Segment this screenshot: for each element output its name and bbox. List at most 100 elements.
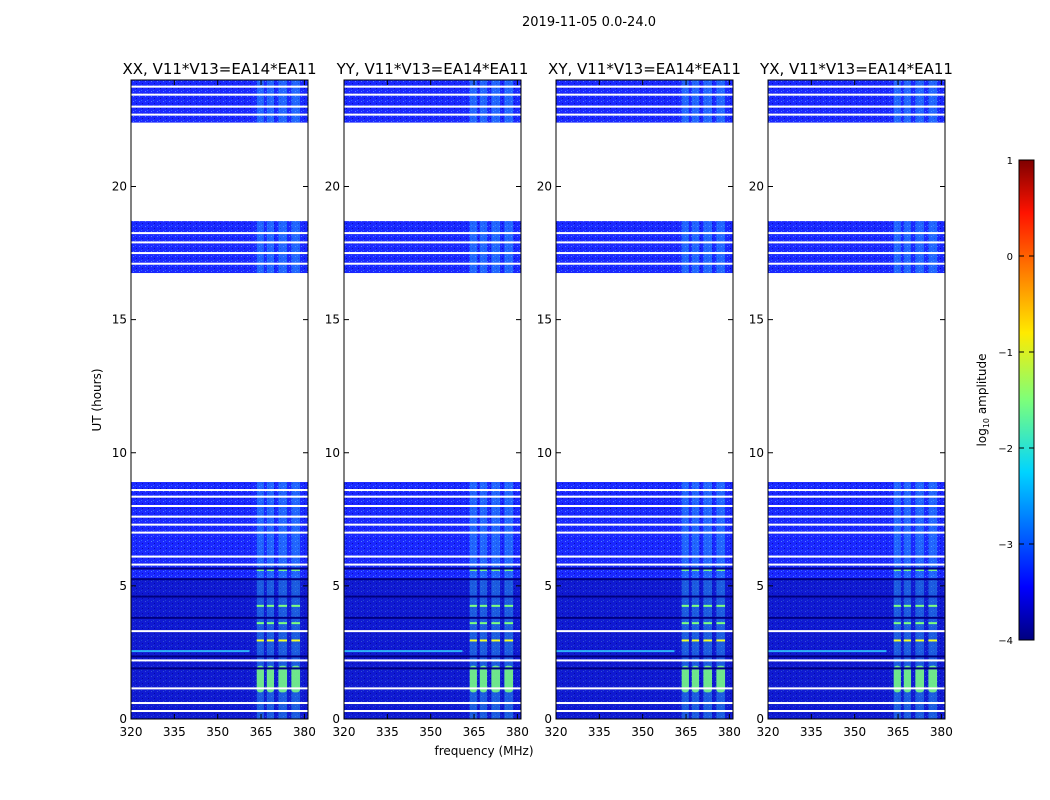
heatmap-panel: YX, V11*V13=EA14*EA11 320 335 350 365 380 0 5 10… [749, 60, 953, 739]
emission-line [266, 604, 275, 607]
x-tick-label: 365 [675, 725, 698, 739]
y-tick-label: 0 [332, 712, 340, 726]
emission-line [479, 604, 488, 607]
flag-gap-line [768, 489, 945, 492]
dark-row [131, 655, 308, 658]
flag-gap-line [131, 105, 308, 108]
flag-gap-line [556, 659, 733, 662]
x-tick-label: 320 [120, 725, 143, 739]
emission-line [491, 622, 501, 625]
emission-line [681, 568, 689, 571]
emission-strip [716, 221, 726, 274]
panel-title: YY, V11*V13=EA14*EA11 [336, 60, 529, 78]
emission-strip [291, 221, 301, 274]
emission-line [469, 622, 477, 625]
dark-row [556, 595, 733, 598]
emission-line [903, 622, 912, 625]
x-tick-label: 350 [206, 725, 229, 739]
colorbar-tick-label: −3 [998, 540, 1013, 551]
emission-strip [469, 221, 477, 274]
emission-strip [256, 221, 264, 274]
flag-gap-line [344, 232, 521, 235]
emission-line [691, 604, 700, 607]
emission-line [278, 568, 288, 571]
emission-blob [278, 665, 288, 693]
flag-gap-line [344, 252, 521, 255]
flag-gap-line [344, 262, 521, 265]
emission-strip [469, 482, 477, 719]
flag-gap-line [344, 113, 521, 116]
dark-row [131, 567, 308, 570]
emission-line [469, 604, 477, 607]
emission-strip [691, 482, 700, 719]
flag-gap-line [556, 515, 733, 518]
flag-gap-line [131, 93, 308, 96]
colorbar-gradient [1018, 159, 1035, 641]
dark-row [768, 667, 945, 670]
dark-row [556, 667, 733, 670]
emission-blob [716, 665, 726, 693]
flag-gap-line [768, 531, 945, 534]
colorbar-tick-label: −2 [998, 444, 1013, 455]
dark-row [768, 655, 945, 658]
dark-row [344, 667, 521, 670]
emission-strip [915, 221, 925, 274]
emission-line [256, 604, 264, 607]
emission-blob [691, 665, 700, 693]
flag-gap-line [344, 241, 521, 244]
heatmap-panel: YY, V11*V13=EA14*EA11 320 335 350 365 380 0 5 10… [325, 60, 529, 739]
dark-row [131, 667, 308, 670]
emission-line [915, 639, 925, 642]
emission-strip [266, 221, 275, 274]
emission-blob [469, 665, 477, 693]
panel-title: YX, V11*V13=EA14*EA11 [759, 60, 953, 78]
emission-line [681, 639, 689, 642]
emission-line [915, 604, 925, 607]
emission-strip [278, 80, 288, 123]
emission-line [266, 639, 275, 642]
emission-strip [893, 80, 901, 123]
emission-line [703, 639, 713, 642]
flag-gap-line [768, 85, 945, 88]
heatmap-dark-block [768, 577, 945, 719]
emission-strip [703, 482, 713, 719]
flag-gap-line [131, 505, 308, 507]
emission-line [256, 568, 264, 571]
emission-line [504, 568, 514, 571]
flag-gap-line [131, 630, 308, 633]
flag-gap-line [131, 495, 308, 498]
emission-line [903, 568, 912, 571]
emission-line [266, 568, 275, 571]
dark-row [556, 567, 733, 570]
figure-suptitle: 2019-11-05 0.0-24.0 [522, 15, 656, 30]
flag-gap-line [768, 659, 945, 662]
colorbar-ticks: 1 0 −1 −2 −3 −4 [998, 156, 1034, 647]
emission-line [903, 639, 912, 642]
flag-gap-line [344, 687, 521, 690]
emission-line [256, 622, 264, 625]
flag-gap-line [556, 252, 733, 255]
x-tick-label: 335 [800, 725, 823, 739]
emission-strip [266, 482, 275, 719]
y-tick-label: 5 [544, 579, 552, 593]
flag-gap-line [131, 232, 308, 235]
emission-line [703, 622, 713, 625]
flag-gap-line [131, 262, 308, 265]
emission-line [278, 604, 288, 607]
emission-line [479, 639, 488, 642]
panel-title: XY, V11*V13=EA14*EA11 [548, 60, 741, 78]
emission-line [915, 622, 925, 625]
dark-row [131, 616, 308, 619]
flag-gap-line [344, 495, 521, 498]
flag-gap-line [556, 505, 733, 507]
flag-gap-line [556, 630, 733, 633]
emission-line [691, 622, 700, 625]
emission-line [716, 604, 726, 607]
dark-row [131, 578, 308, 581]
emission-strip [716, 80, 726, 123]
flag-gap-line [768, 687, 945, 690]
emission-line [893, 639, 901, 642]
flag-gap-line [768, 563, 945, 566]
emission-line [928, 622, 938, 625]
x-tick-label: 320 [545, 725, 568, 739]
